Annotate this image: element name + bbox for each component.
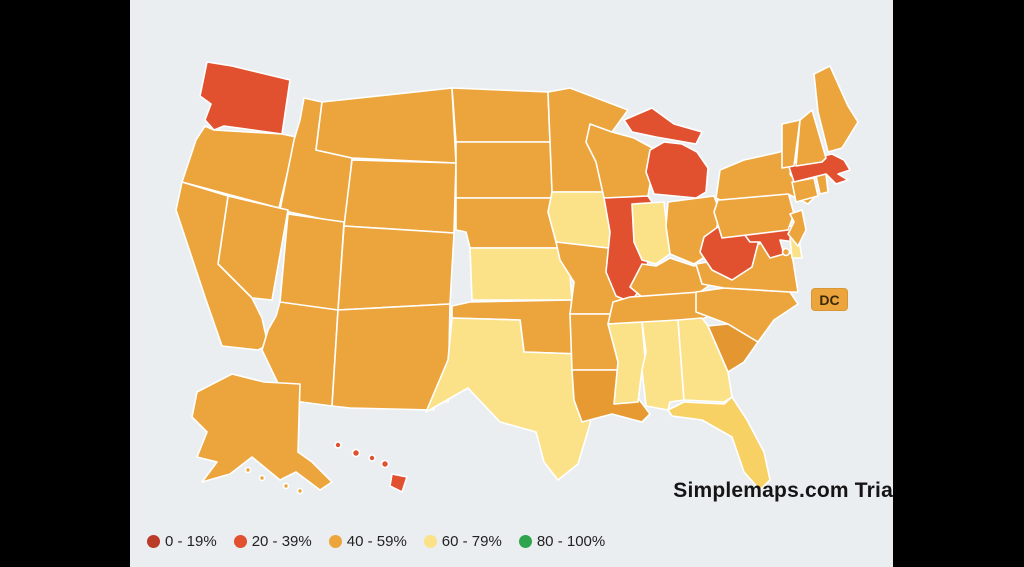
- legend-item-3: 60 - 79%: [423, 533, 502, 550]
- state-AK[interactable]: [282, 482, 290, 490]
- state-HI[interactable]: [351, 448, 361, 458]
- legend-label: 60 - 79%: [441, 533, 502, 550]
- state-AK[interactable]: [244, 466, 252, 474]
- state-ND[interactable]: [451, 87, 551, 143]
- state-NJ[interactable]: [787, 209, 807, 247]
- state-MI[interactable]: [623, 107, 703, 145]
- state-WA[interactable]: [199, 61, 291, 135]
- legend-item-2: 40 - 59%: [328, 533, 407, 550]
- state-FL[interactable]: [667, 396, 771, 491]
- state-HI[interactable]: [368, 454, 376, 462]
- simplemaps-watermark: Simplemaps.com Trial: [673, 479, 893, 502]
- state-SD[interactable]: [455, 141, 555, 199]
- state-KS[interactable]: [469, 247, 573, 301]
- legend-label: 40 - 59%: [346, 533, 407, 550]
- state-OR[interactable]: [181, 125, 297, 209]
- legend-swatch-icon: [328, 535, 342, 548]
- state-ME[interactable]: [813, 65, 859, 153]
- state-AK[interactable]: [296, 487, 304, 495]
- state-NM[interactable]: [331, 303, 451, 411]
- us-choropleth-map: [175, 61, 859, 495]
- map-legend: 0 - 19% 20 - 39% 40 - 59% 60 - 79% 80 - 100%: [147, 533, 605, 550]
- state-VT[interactable]: [781, 119, 801, 169]
- state-DC[interactable]: [781, 247, 791, 257]
- legend-item-0: 0 - 19%: [147, 533, 217, 550]
- legend-swatch-icon: [147, 535, 160, 548]
- legend-label: 20 - 39%: [251, 533, 312, 550]
- legend-item-1: 20 - 39%: [233, 533, 312, 550]
- state-HI[interactable]: [334, 441, 342, 449]
- legend-label: 0 - 19%: [165, 533, 217, 550]
- legend-swatch-icon: [518, 535, 532, 548]
- state-CO[interactable]: [337, 225, 455, 311]
- state-IN[interactable]: [631, 201, 671, 265]
- state-SC[interactable]: [707, 323, 759, 373]
- state-RI[interactable]: [815, 173, 829, 195]
- state-NH[interactable]: [795, 109, 827, 167]
- state-MT[interactable]: [315, 87, 457, 164]
- legend-swatch-icon: [423, 535, 437, 548]
- legend-label: 80 - 100%: [536, 533, 606, 550]
- state-UT[interactable]: [279, 213, 345, 313]
- state-HI[interactable]: [380, 459, 390, 469]
- map-canvas: DC Simplemaps.com Trial 0 - 19% 20 - 39% 4…: [130, 0, 893, 567]
- state-AK[interactable]: [258, 474, 266, 482]
- legend-item-4: 80 - 100%: [518, 533, 606, 550]
- state-HI[interactable]: [389, 473, 408, 493]
- legend-swatch-icon: [233, 535, 247, 548]
- state-MI[interactable]: [645, 141, 709, 199]
- state-GA[interactable]: [677, 317, 733, 403]
- state-TX[interactable]: [425, 317, 597, 481]
- state-AL[interactable]: [641, 319, 685, 411]
- dc-state-label[interactable]: DC: [811, 288, 848, 311]
- state-AK[interactable]: [191, 373, 333, 491]
- state-WY[interactable]: [343, 159, 457, 234]
